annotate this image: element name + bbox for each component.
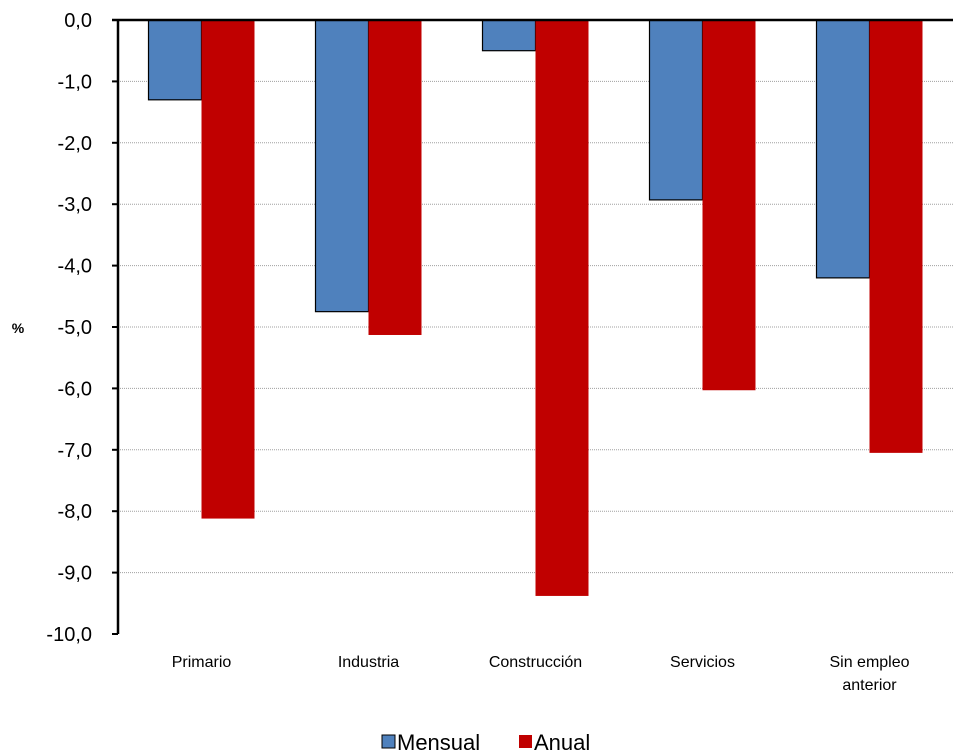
bar-anual (535, 20, 589, 596)
y-tick-label: -1,0 (58, 71, 92, 93)
category-label: Industria (338, 654, 399, 671)
legend-swatch-mensual (381, 734, 396, 749)
bar-anual (201, 20, 255, 519)
bar-mensual (147, 19, 203, 101)
y-tick-label: -2,0 (58, 133, 92, 155)
y-tick-label: -7,0 (58, 440, 92, 462)
legend: Mensual Anual (381, 730, 590, 755)
y-tick-label: 0,0 (64, 10, 92, 32)
bar-mensual (815, 19, 871, 279)
category-labels: Primario Industria Construcción Servicios Si… (172, 654, 910, 694)
y-tick-label: -6,0 (58, 378, 92, 400)
y-tick-label: -9,0 (58, 563, 92, 585)
bar-mensual (481, 19, 537, 52)
axes (112, 18, 953, 634)
category-label: Primario (172, 654, 232, 671)
bar-anual (869, 20, 923, 453)
y-tick-label: -8,0 (58, 501, 92, 523)
legend-label-anual: Anual (534, 730, 590, 755)
category-label: Sin empleo (829, 654, 909, 671)
bar-anual (368, 20, 422, 335)
y-tick-label: -10,0 (46, 624, 92, 646)
legend-label-mensual: Mensual (397, 730, 480, 755)
y-tick-label: -3,0 (58, 194, 92, 216)
y-tick-label: -4,0 (58, 256, 92, 278)
bar-mensual (314, 19, 370, 313)
y-tick-labels: 0,0 -1,0 -2,0 -3,0 -4,0 -5,0 -6,0 -7,0 -8,0 -9,0 -… (46, 10, 92, 646)
category-label: Servicios (670, 654, 735, 671)
category-label: Construcción (489, 654, 582, 671)
y-tick-label: -5,0 (58, 317, 92, 339)
bars (147, 19, 923, 596)
category-label: anterior (842, 677, 897, 694)
bar-mensual (648, 19, 704, 201)
bar-anual (702, 20, 756, 391)
y-axis-label: % (12, 320, 25, 336)
legend-swatch-anual (519, 735, 532, 748)
